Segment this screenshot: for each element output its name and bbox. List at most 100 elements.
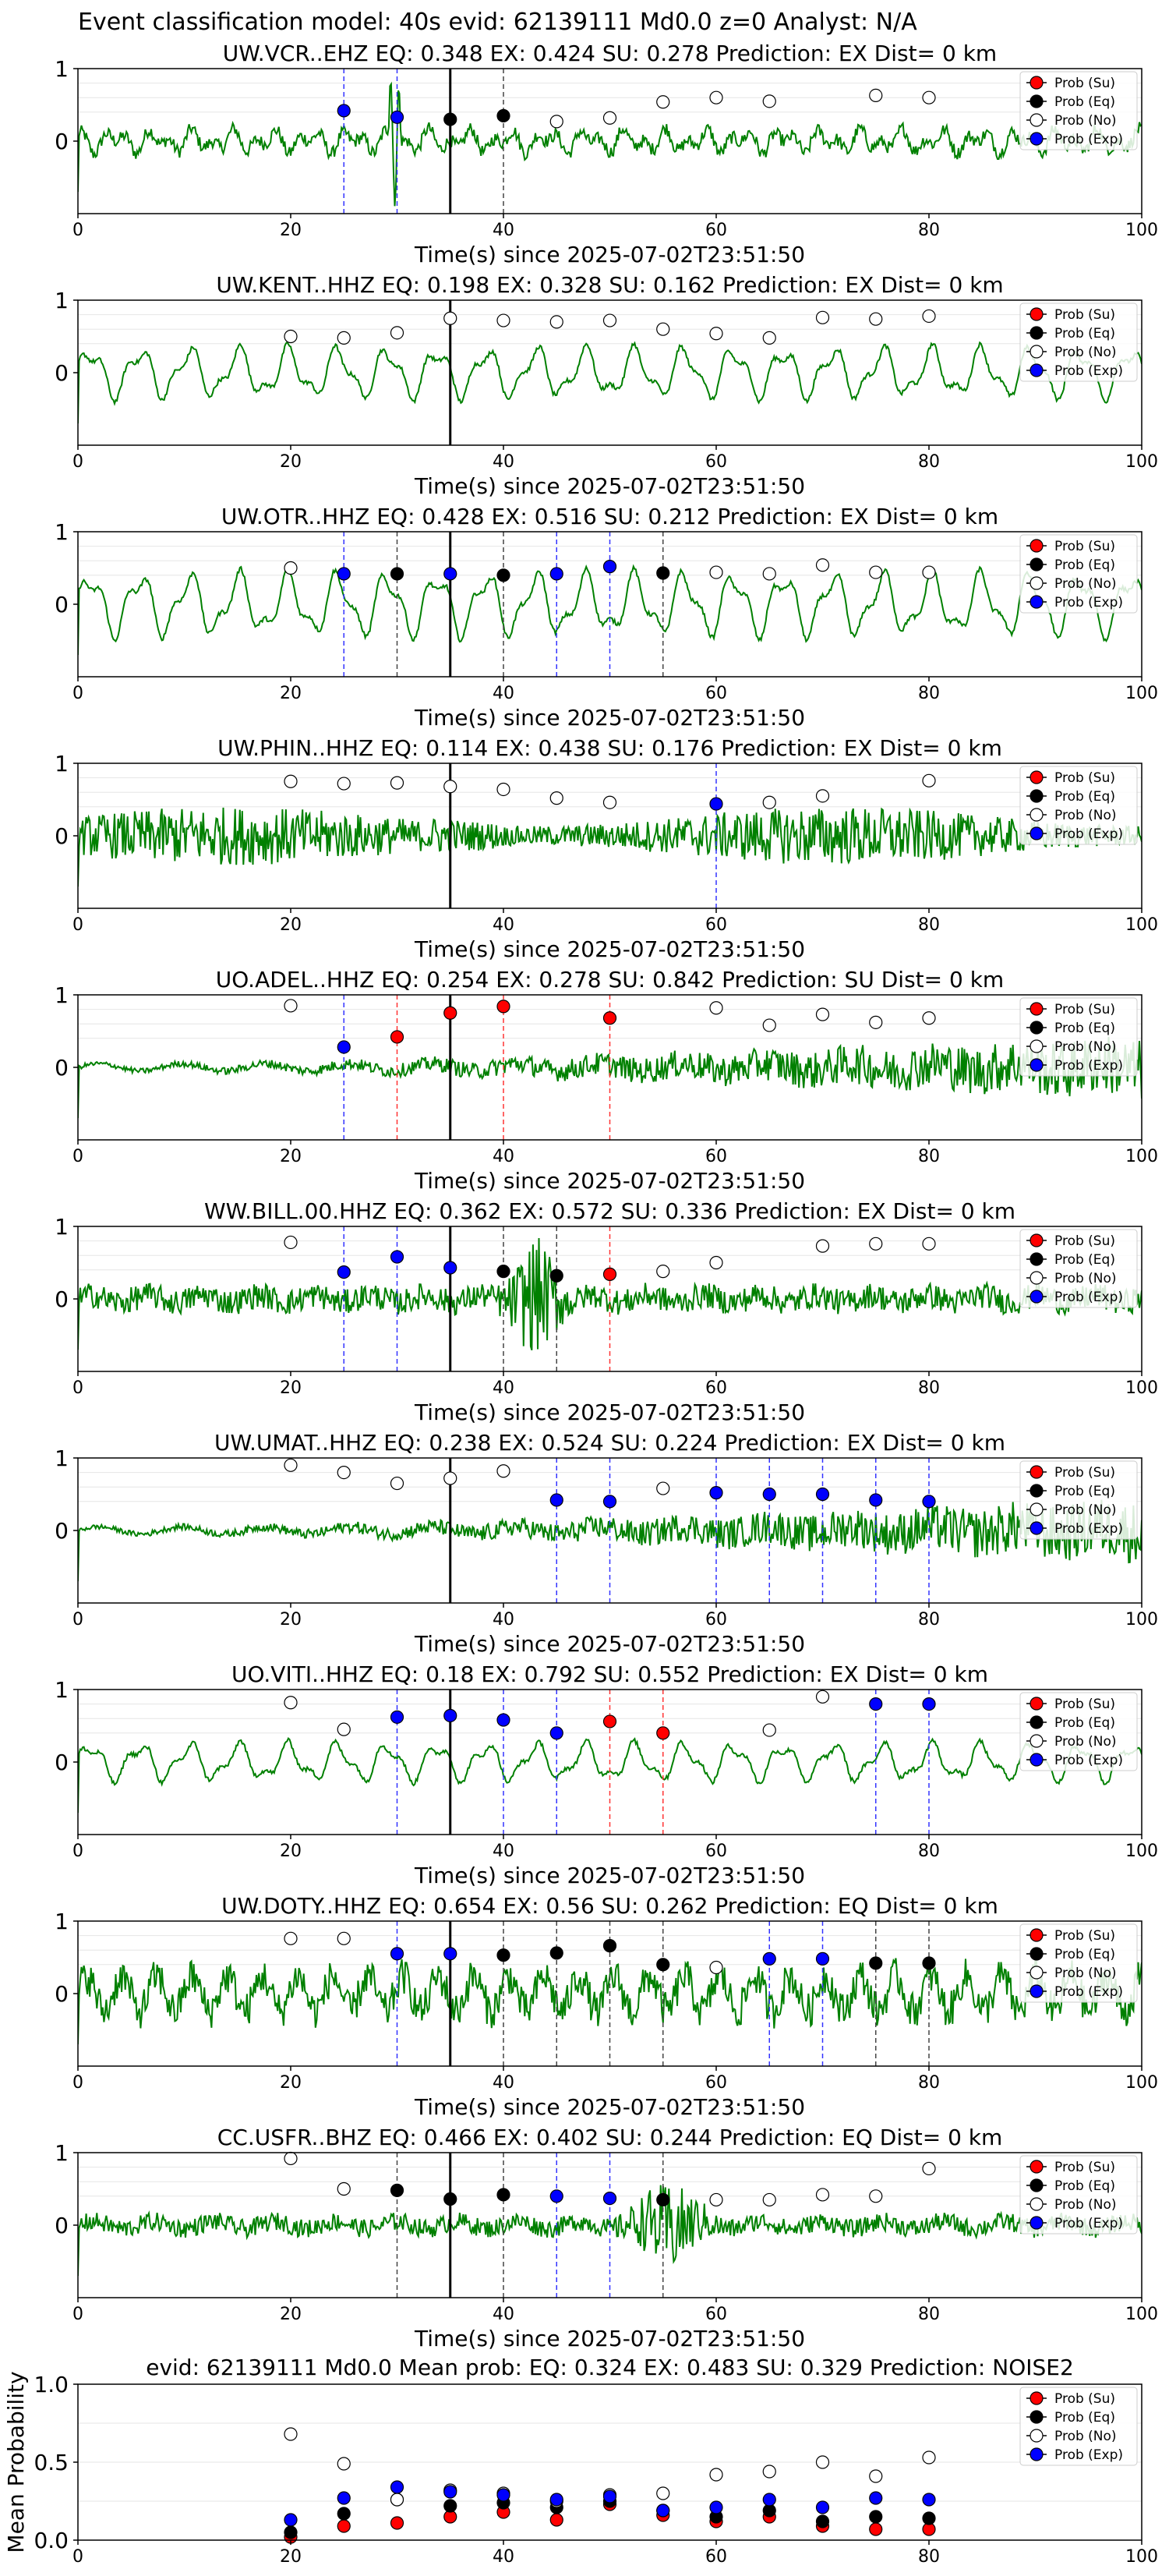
legend-marker-no [1029, 1502, 1044, 1516]
prob-point-exp [337, 567, 351, 581]
xtick-label: 80 [918, 1378, 940, 1398]
xaxis-label: Time(s) since 2025-07-02T23:51:50 [414, 1631, 805, 1657]
legend-marker-exp [1029, 1521, 1044, 1535]
legend-label: Prob (Exp) [1054, 1058, 1123, 1074]
prob-point-no [284, 561, 298, 575]
prob-point-eq [602, 1939, 617, 1953]
legend-marker-exp [1029, 1753, 1044, 1767]
prob-point-eq [496, 108, 510, 123]
legend-marker-no [1029, 1271, 1044, 1285]
legend-marker-su [1029, 1233, 1044, 1247]
prob-point-no [337, 1722, 351, 1736]
panel-7: UW.UMAT..HHZ EQ: 0.238 EX: 0.524 SU: 0.2… [55, 1430, 1158, 1657]
legend-label: Prob (Eq) [1054, 94, 1115, 110]
mean-prob-point-eq [815, 2514, 830, 2528]
prob-point-eq [496, 1265, 510, 1279]
prob-point-eq [443, 2192, 457, 2206]
prob-point-exp [762, 1951, 776, 1966]
xtick-label: 100 [1125, 1610, 1158, 1629]
prob-point-no [815, 2188, 830, 2202]
legend-label: Prob (Eq) [1054, 557, 1115, 573]
ytick-label: 1.0 [34, 2372, 69, 2397]
prob-point-no [709, 2192, 723, 2207]
prob-point-no [762, 331, 776, 345]
prob-point-no [337, 2181, 351, 2196]
prob-point-eq [656, 1958, 670, 1972]
legend-label: Prob (Exp) [1054, 826, 1123, 842]
legend-marker-no [1029, 113, 1044, 127]
mean-prob-point-eq [922, 2511, 936, 2525]
prob-point-exp [602, 2191, 617, 2206]
xaxis-label: Time(s) since 2025-07-02T23:51:50 [414, 2094, 805, 2120]
legend-marker-exp [1029, 132, 1044, 146]
prob-point-no [549, 791, 563, 805]
prob-point-no [815, 789, 830, 803]
xtick-label: 0 [72, 915, 83, 935]
prob-point-no [656, 322, 670, 336]
xtick-label: 100 [1125, 1147, 1158, 1166]
legend-marker-eq [1029, 1252, 1044, 1266]
ytick-label: 1 [55, 982, 69, 1008]
legend-label: Prob (Su) [1054, 539, 1115, 554]
legend-marker-no [1029, 345, 1044, 359]
prob-point-exp [390, 110, 404, 124]
prob-point-no [709, 1255, 723, 1270]
legend-label: Prob (No) [1054, 1502, 1117, 1518]
legend-marker-no [1029, 1966, 1044, 1980]
prob-point-no [922, 309, 936, 324]
legend-label: Prob (No) [1054, 576, 1117, 592]
legend-marker-exp [1029, 595, 1044, 609]
legend-marker-no [1029, 1734, 1044, 1748]
ytick-label: 0.0 [34, 2528, 69, 2553]
mean-prob-point-eq [443, 2499, 457, 2513]
xtick-label: 40 [493, 221, 514, 240]
prob-point-no [922, 1237, 936, 1251]
prob-point-no [284, 774, 298, 788]
prob-point-no [762, 567, 776, 581]
prob-point-exp [922, 1495, 936, 1509]
xtick-label: 20 [280, 221, 302, 240]
ytick-label: 0 [55, 129, 69, 154]
ytick-label: 0 [55, 1055, 69, 1081]
legend-marker-eq [1029, 2410, 1044, 2424]
legend-marker-su [1029, 1697, 1044, 1711]
legend-label: Prob (No) [1054, 113, 1117, 129]
prob-point-no [656, 1481, 670, 1495]
legend-marker-su [1029, 770, 1044, 784]
summary-panel: evid: 62139111 Md0.0 Mean prob: EQ: 0.32… [3, 2355, 1158, 2567]
prob-point-no [443, 780, 457, 794]
xtick-label: 60 [705, 1842, 727, 1861]
ytick-label: 0 [55, 1981, 69, 2007]
prob-point-no [869, 1015, 883, 1029]
prob-point-no [284, 999, 298, 1013]
xtick-label: 0 [72, 1842, 83, 1861]
legend-box [1019, 71, 1138, 150]
prob-point-exp [922, 1697, 936, 1711]
ytick-label: 1 [55, 1214, 69, 1240]
xtick-label: 20 [280, 2305, 302, 2324]
panel-title: UW.UMAT..HHZ EQ: 0.238 EX: 0.524 SU: 0.2… [214, 1430, 1005, 1456]
xtick-label: 20 [280, 1610, 302, 1629]
prob-point-su [602, 1011, 617, 1025]
legend-marker-su [1029, 1465, 1044, 1479]
legend-box [1019, 1460, 1138, 1540]
xaxis-label: Time(s) since 2025-07-02T23:51:50 [414, 936, 805, 962]
xtick-label: 20 [280, 1378, 302, 1398]
xtick-label: 80 [918, 221, 940, 240]
legend-label: Prob (Eq) [1054, 1715, 1115, 1731]
ytick-label: 0 [55, 1750, 69, 1775]
prob-point-eq [390, 567, 404, 581]
ytick-label: 1 [55, 1909, 69, 1934]
prob-point-exp [390, 1947, 404, 1961]
prob-point-no [762, 1723, 776, 1737]
mean-prob-point-exp [337, 2491, 351, 2505]
prob-point-no [922, 1011, 936, 1025]
panel-title: WW.BILL.00.HHZ EQ: 0.362 EX: 0.572 SU: 0… [204, 1198, 1015, 1224]
ytick-label: 1 [55, 56, 69, 82]
panel-2: UW.KENT..HHZ EQ: 0.198 EX: 0.328 SU: 0.1… [55, 272, 1158, 499]
xaxis-label: Time(s) since 2025-07-02T23:51:50 [414, 473, 805, 499]
prob-point-no [602, 111, 617, 125]
prob-point-exp [549, 1493, 563, 1507]
legend-label: Prob (Su) [1054, 1002, 1115, 1017]
prob-point-exp [443, 1261, 457, 1275]
